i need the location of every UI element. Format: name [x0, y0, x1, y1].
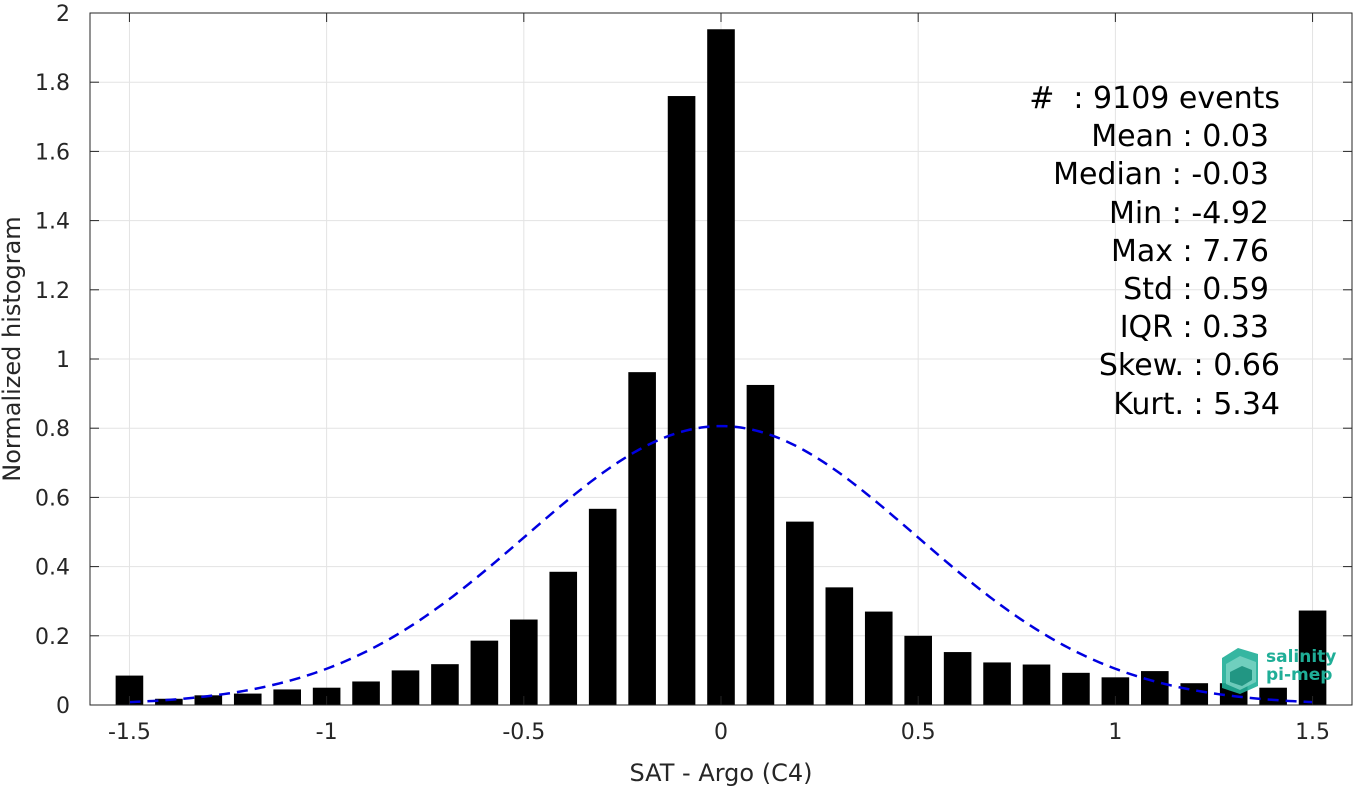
stat-line: Max : 7.76 — [1111, 233, 1269, 269]
histogram-bar — [391, 670, 420, 705]
axis-ticks: -1.5 -1 -0.5 0 0.5 1 1.5 0 0.2 0.4 0.6 0.8 1 1.2 1.4 1.… — [35, 2, 1352, 745]
histogram-bar — [1141, 671, 1169, 705]
histogram-bar — [1180, 683, 1209, 705]
x-tick-label: -0.5 — [502, 720, 545, 745]
histogram-bar — [1062, 672, 1090, 705]
gaussian-fit-curve — [129, 424, 1313, 704]
y-tick-label: 1.2 — [35, 279, 70, 304]
histogram-bar — [983, 662, 1011, 705]
y-tick-label: 0 — [56, 694, 70, 719]
histogram-bar — [786, 521, 814, 705]
histogram-bar — [194, 695, 223, 705]
statistics-panel: # : 9109 events Mean : 0.03 Median : -0.03… — [1000, 80, 1280, 424]
x-tick-label: 1.5 — [1295, 720, 1330, 745]
histogram-bar — [825, 587, 854, 705]
stat-line: Std : 0.59 — [1123, 271, 1269, 307]
y-tick-label: 0.6 — [35, 486, 70, 511]
histogram-bar — [431, 664, 459, 705]
x-tick-label: -1 — [316, 720, 338, 745]
histogram-bar — [707, 29, 735, 705]
histogram-bar — [628, 372, 656, 705]
histogram-bar — [352, 681, 380, 705]
histogram-bar — [864, 611, 893, 705]
x-tick-label: 0 — [714, 720, 728, 745]
histogram-bar — [588, 508, 617, 705]
histogram-bar — [904, 635, 932, 705]
y-tick-label: 1.6 — [35, 140, 70, 165]
histogram-bar — [549, 571, 578, 705]
histogram-bar — [233, 693, 262, 705]
histogram-bar — [1259, 687, 1287, 705]
histogram-bar — [1022, 664, 1051, 705]
salinity-pi-mep-logo-icon — [1222, 648, 1258, 694]
x-tick-label: 1 — [1108, 720, 1122, 745]
histogram-bar — [943, 652, 972, 705]
y-axis-label: Normalized histogram — [0, 216, 26, 481]
logo-line-2: pi-mep — [1266, 665, 1333, 685]
y-tick-label: 0.2 — [35, 625, 70, 650]
y-tick-label: 2 — [56, 2, 70, 27]
histogram-bar — [273, 689, 301, 705]
logo-text: salinity pi-mep — [1266, 648, 1336, 684]
histogram-bar — [510, 619, 538, 705]
y-tick-label: 1 — [56, 348, 70, 373]
y-tick-label: 0.4 — [35, 556, 70, 581]
x-axis-label: SAT - Argo (C4) — [630, 759, 813, 787]
x-tick-label: 0.5 — [901, 720, 936, 745]
stat-line: # : 9109 events — [1029, 81, 1280, 116]
histogram-bar — [667, 96, 696, 706]
stat-line: Kurt. : 5.34 — [1113, 386, 1280, 422]
stat-line: Mean : 0.03 — [1091, 119, 1269, 155]
stat-line: IQR : 0.33 — [1119, 310, 1269, 346]
histogram-bar — [155, 698, 183, 705]
histogram-bar — [746, 384, 775, 705]
stat-line: Min : -4.92 — [1108, 195, 1269, 231]
stat-line: Median : -0.03 — [1053, 157, 1269, 193]
stat-line: Skew. : 0.66 — [1098, 348, 1280, 384]
bar-series — [115, 29, 1327, 706]
x-tick-label: -1.5 — [108, 720, 151, 745]
histogram-bar — [1298, 610, 1327, 705]
y-tick-label: 1.8 — [35, 71, 70, 96]
histogram-bar — [470, 640, 499, 705]
y-tick-label: 1.4 — [35, 210, 70, 235]
logo-line-1: salinity — [1266, 647, 1337, 667]
y-tick-label: 0.8 — [35, 417, 70, 442]
